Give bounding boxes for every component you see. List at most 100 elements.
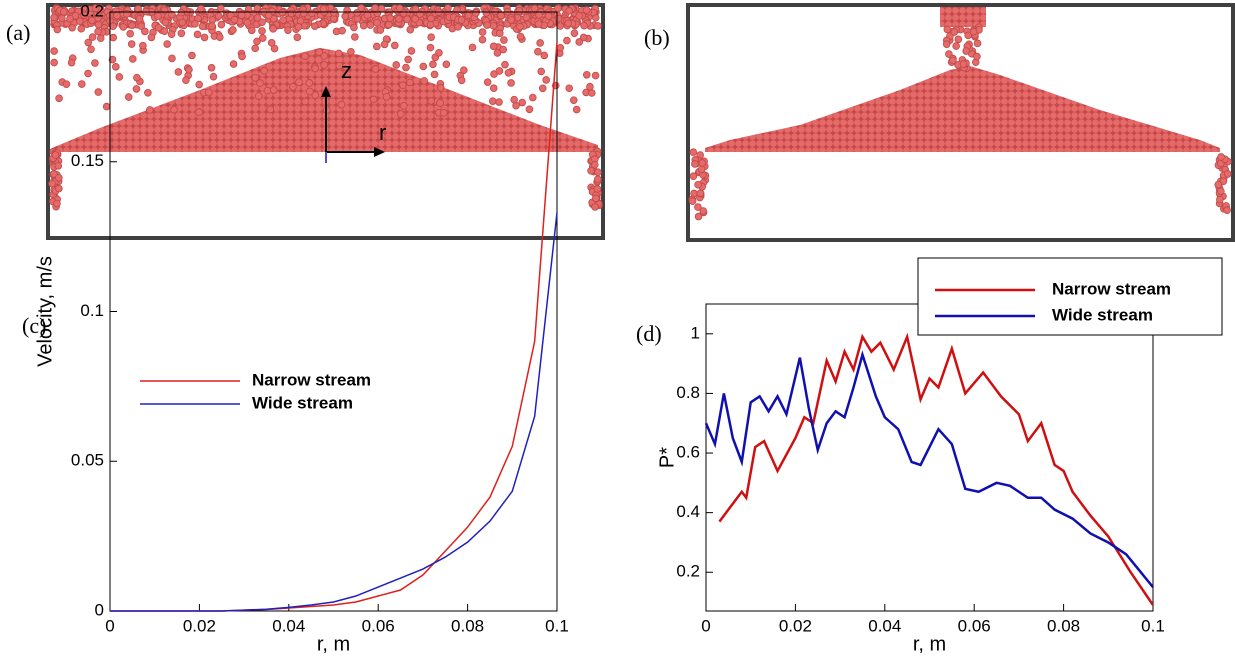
particle [395, 4, 404, 13]
x-tick-label: 0.1 [1141, 616, 1165, 635]
particle [141, 27, 149, 36]
particle [399, 102, 408, 110]
particle [229, 26, 237, 34]
particle [950, 28, 959, 36]
particle [478, 35, 487, 44]
x-tick-label: 0.04 [868, 616, 901, 635]
particle [50, 47, 58, 55]
particle [51, 151, 60, 159]
particle [334, 49, 343, 58]
particle [55, 174, 63, 182]
particle [253, 14, 262, 22]
particle [154, 12, 162, 20]
particle [391, 41, 399, 50]
particle [258, 34, 267, 42]
particle [1217, 187, 1225, 196]
legend-box [917, 257, 1223, 336]
particle [197, 4, 205, 13]
particle [395, 15, 403, 23]
particle [522, 13, 531, 22]
particle [516, 22, 524, 31]
particle [436, 84, 445, 92]
particle [299, 9, 308, 18]
particle [697, 165, 706, 174]
particle [135, 14, 144, 23]
particle [694, 212, 703, 221]
axis-name: r [379, 120, 386, 145]
particle [507, 16, 516, 24]
particle [399, 81, 407, 90]
particle [575, 38, 584, 46]
particle [373, 42, 381, 51]
particle [350, 23, 358, 32]
x-tick-label: 0.02 [183, 616, 216, 635]
particle [54, 162, 63, 170]
particle [115, 73, 124, 81]
particle [429, 60, 437, 69]
particle [969, 27, 978, 36]
particle [94, 88, 103, 96]
particle [554, 14, 563, 23]
particle [91, 4, 100, 12]
particle [77, 24, 86, 33]
particle [311, 91, 320, 99]
plot-frame [705, 303, 1154, 612]
particle [258, 18, 266, 26]
particle [251, 74, 260, 82]
particle [436, 99, 444, 107]
particle [62, 80, 71, 88]
particle [696, 189, 705, 198]
particle [266, 105, 275, 114]
particle [167, 30, 176, 38]
particle [359, 21, 368, 30]
particle [132, 85, 141, 93]
particle [237, 11, 246, 20]
particle [182, 76, 190, 85]
y-axis-label: P* [656, 447, 678, 468]
particle [691, 160, 699, 168]
y-tick-label: 0.15 [71, 151, 104, 170]
particle [109, 33, 118, 42]
particle [305, 79, 314, 87]
particle [351, 33, 359, 41]
particle [160, 27, 169, 35]
legend-label: Wide stream [1052, 305, 1153, 324]
particle [230, 15, 239, 24]
particle [295, 78, 303, 86]
particle [973, 39, 982, 48]
particle [55, 94, 63, 103]
particle [495, 67, 504, 75]
legend-label: Wide stream [252, 393, 353, 412]
particle [185, 65, 193, 74]
particle [594, 168, 602, 176]
particle [698, 159, 707, 167]
particle [591, 203, 599, 211]
y-tick-label: 0.6 [676, 443, 700, 462]
particle [529, 93, 537, 102]
particle [426, 20, 435, 29]
particle [491, 7, 499, 16]
particle [403, 15, 411, 24]
y-tick-label: 0.1 [80, 301, 104, 320]
particle [319, 5, 328, 13]
particle [954, 35, 963, 44]
particle [504, 68, 513, 77]
particle [688, 197, 697, 205]
particle [536, 39, 544, 47]
particle [952, 42, 960, 50]
particle [587, 167, 595, 175]
particle [537, 67, 546, 76]
particle [256, 79, 264, 87]
particle [515, 6, 524, 15]
x-axis-label: r, m [317, 633, 350, 655]
particle [264, 11, 273, 20]
particle [482, 9, 491, 17]
particle [371, 4, 379, 12]
x-tick-label: 0.08 [1047, 616, 1080, 635]
particle [301, 52, 309, 60]
particle [501, 60, 509, 69]
particle [406, 25, 415, 34]
particle [411, 15, 419, 23]
particle [694, 203, 702, 211]
particle [353, 8, 361, 17]
